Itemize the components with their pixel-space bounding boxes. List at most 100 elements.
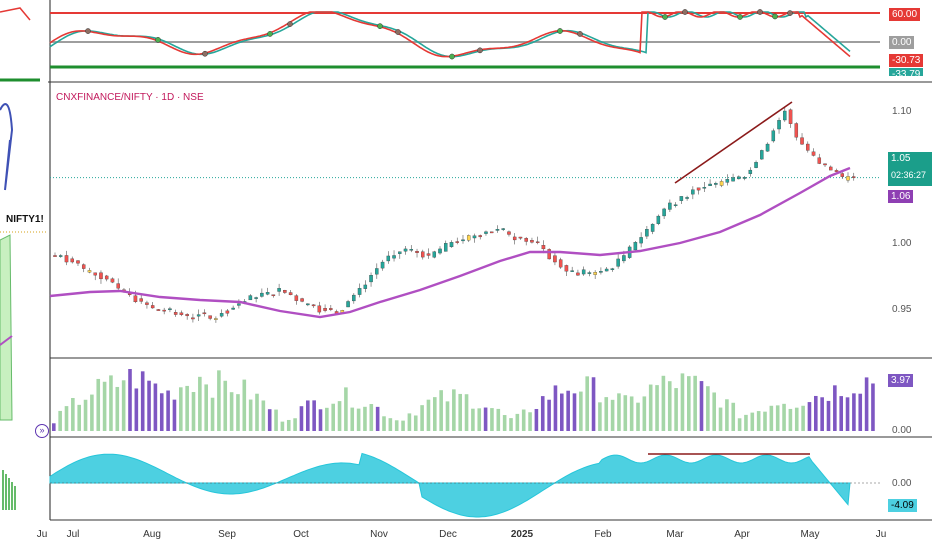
candle-body	[829, 166, 833, 171]
candle-body	[415, 251, 419, 253]
candle-body	[558, 259, 563, 268]
volume-bar	[179, 387, 183, 431]
volume-bar	[680, 373, 685, 431]
volume-bar	[356, 408, 361, 431]
volume-bar	[820, 397, 824, 431]
volume-bar	[286, 419, 291, 431]
volume-bar	[712, 392, 716, 431]
candle-body	[788, 109, 793, 124]
candle-body	[179, 312, 184, 315]
volume-bar	[77, 404, 81, 431]
volume-bar	[261, 400, 266, 431]
candle-body	[185, 314, 189, 317]
x-label-aug: Aug	[143, 529, 161, 540]
candle-body	[191, 317, 195, 320]
x-label-feb: Feb	[594, 529, 612, 540]
volume-bar	[744, 414, 748, 431]
candle-body	[392, 255, 396, 259]
volume-bar	[344, 387, 348, 431]
volume-bar	[350, 407, 355, 431]
osc-cross-marker	[787, 10, 793, 16]
candle-body	[530, 240, 534, 243]
candle-body	[524, 238, 528, 242]
x-label-ju-right: Ju	[875, 529, 887, 540]
volume-bar	[121, 380, 126, 431]
candle-body	[438, 248, 442, 254]
candle-body	[162, 309, 166, 312]
candle-body	[375, 268, 379, 275]
volume-bar	[363, 406, 367, 431]
x-label-jul: Jul	[66, 529, 80, 540]
x-label-sep: Sep	[218, 529, 236, 540]
osc-red-line	[49, 11, 851, 58]
volume-bar	[388, 418, 393, 431]
candle-body	[604, 268, 609, 272]
volume-bar	[71, 397, 75, 431]
osc-cross-marker	[395, 29, 401, 35]
volume-bar	[496, 408, 501, 431]
volume-bar	[236, 394, 240, 431]
volume-bar	[280, 421, 285, 431]
volume-bar	[591, 377, 596, 431]
candle-body	[737, 176, 741, 180]
volume-bar	[229, 392, 234, 431]
candle-body	[449, 242, 454, 248]
volume-bar	[369, 404, 374, 431]
volume-bar	[534, 408, 539, 431]
candle-body	[58, 255, 63, 257]
volume-bar	[426, 399, 431, 431]
candle-body	[81, 264, 86, 269]
candle-body	[461, 239, 465, 242]
candle-body	[352, 294, 356, 302]
candle-body	[610, 268, 615, 270]
volume-bar	[852, 393, 856, 431]
candle-body	[587, 272, 592, 274]
candle-body	[696, 187, 701, 191]
chevron-circle-icon[interactable]: »	[35, 424, 49, 438]
candle-body	[53, 255, 57, 257]
candle-body	[702, 187, 707, 189]
volume-bar	[128, 369, 132, 431]
candle-body	[306, 303, 310, 306]
volume-bar	[540, 396, 545, 431]
candle-body	[219, 313, 224, 317]
osc-cross-marker	[577, 31, 583, 37]
volume-bar	[337, 401, 342, 431]
candle-body	[823, 163, 827, 166]
volume-bar	[763, 411, 767, 431]
volume-bar	[115, 386, 120, 431]
volume-bar	[58, 410, 62, 431]
candle-body	[99, 272, 103, 280]
candle-body	[444, 243, 448, 252]
volume-bar	[375, 406, 380, 431]
volume-bar	[217, 370, 221, 431]
candle-body	[840, 173, 845, 177]
candle-body	[70, 258, 74, 263]
volume-bar	[134, 388, 139, 431]
candle-body	[271, 294, 276, 297]
candle-body	[398, 251, 402, 254]
candle-body	[254, 297, 258, 299]
candle-body	[668, 202, 672, 210]
candle-body	[685, 197, 689, 199]
x-label-ju-left: Ju	[36, 529, 48, 540]
volume-bar	[312, 400, 316, 431]
volume-bar	[826, 400, 831, 431]
volume-bar	[299, 406, 304, 431]
moving-average-line	[49, 166, 851, 319]
osc-cross-marker	[377, 23, 383, 29]
x-label-may: May	[800, 529, 820, 540]
volume-bar	[109, 375, 113, 431]
volume-bar	[604, 397, 609, 431]
volume-bar	[394, 420, 399, 431]
volume-bar	[198, 376, 202, 431]
candle-body	[593, 272, 597, 275]
ma-value-badge: 1.06	[888, 190, 914, 203]
volume-bar	[794, 407, 799, 431]
chart-title: CNXFINANCE/NIFTY · 1D · NSE	[56, 92, 204, 103]
left-mini-area	[0, 234, 13, 421]
volume-bar	[204, 384, 208, 431]
candle-body	[489, 231, 494, 234]
candle-body	[208, 315, 212, 319]
